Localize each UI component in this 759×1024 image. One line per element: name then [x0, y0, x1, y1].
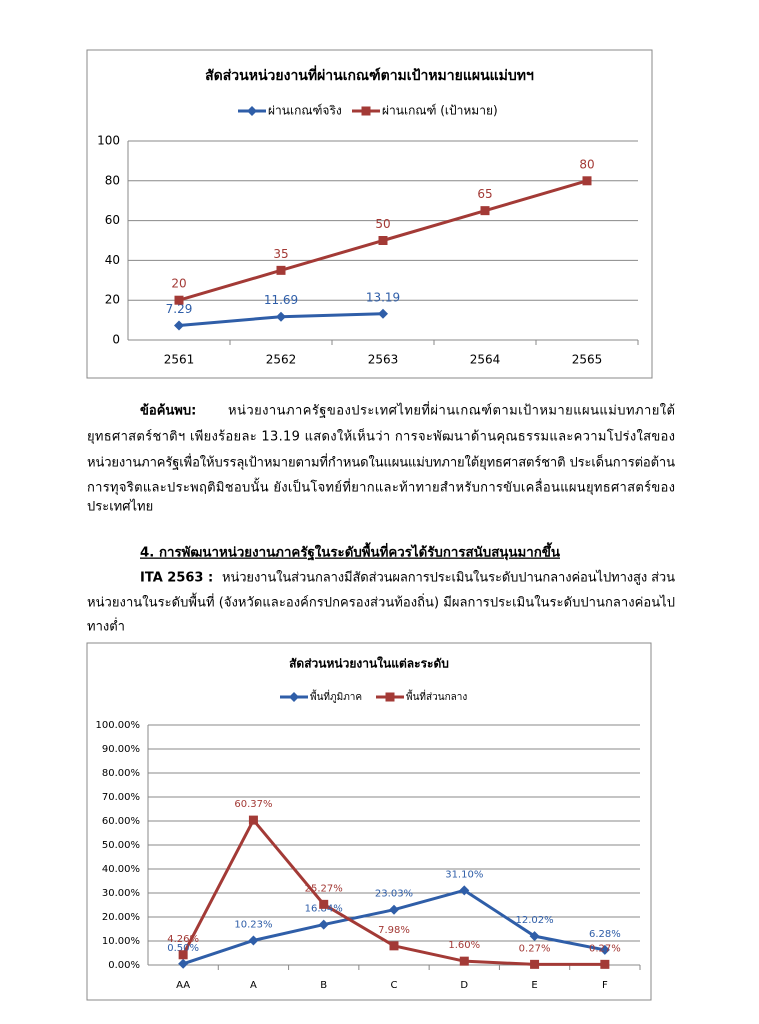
data-label: 0.27%	[589, 943, 621, 954]
y-tick-label: 40	[105, 253, 120, 267]
marker	[378, 308, 388, 319]
y-tick-label: 0	[112, 333, 120, 347]
y-tick-label: 50.00%	[102, 840, 140, 851]
marker	[459, 885, 470, 896]
data-label: 7.29	[166, 302, 193, 316]
marker	[276, 311, 286, 322]
marker	[529, 931, 540, 942]
marker	[248, 935, 259, 946]
paragraph-line: หน่วยงานภาครัฐของประเทศไทยที่ผ่านเกณฑ์ตา…	[228, 402, 675, 419]
data-label: 1.60%	[448, 940, 480, 951]
data-label: 16.84%	[305, 904, 343, 915]
marker	[289, 692, 299, 702]
data-label: 6.28%	[589, 929, 621, 940]
paragraph-line: หน่วยงานในส่วนกลางมีสัดส่วนผลการประเมินใ…	[222, 570, 675, 586]
x-tick-label: AA	[176, 980, 190, 991]
marker	[385, 692, 395, 702]
y-tick-label: 100.00%	[96, 720, 141, 731]
marker	[247, 106, 257, 116]
chart-frame	[86, 49, 653, 379]
x-tick-label: E	[531, 980, 537, 991]
y-tick-label: 10.00%	[102, 936, 140, 947]
x-tick-label: D	[460, 980, 468, 991]
marker	[459, 956, 469, 966]
legend-label: ผ่านเกณฑ์ (เป้าหมาย)	[382, 104, 498, 118]
x-tick-label: 2563	[368, 353, 399, 367]
x-tick-label: C	[391, 980, 398, 991]
marker	[174, 295, 184, 305]
data-label: 0.50%	[167, 943, 199, 954]
x-tick-label: 2562	[266, 353, 297, 367]
data-label: 12.02%	[516, 915, 554, 926]
data-label: 4.26%	[167, 934, 199, 945]
paragraph-line: หน่วยงานภาครัฐเพื่อให้บรรลุเป้าหมายตามที…	[87, 453, 675, 471]
data-label: 31.10%	[445, 869, 483, 880]
data-label: 7.98%	[378, 925, 410, 936]
data-label: 80	[579, 157, 594, 171]
x-tick-label: F	[602, 980, 608, 991]
marker	[480, 206, 490, 216]
data-label: 60.37%	[234, 799, 272, 810]
paragraph-line: ประเทศไทย	[87, 499, 153, 515]
marker	[318, 919, 329, 930]
marker	[178, 950, 188, 960]
marker	[389, 941, 399, 951]
chart-title: สัดส่วนหน่วยงานในแต่ละระดับ	[289, 656, 449, 671]
ita-label: ITA 2563 :	[140, 571, 213, 586]
finding-label: ข้อค้นพบ:	[140, 403, 196, 419]
data-label: 35	[273, 247, 288, 261]
data-label: 0.27%	[519, 943, 551, 954]
marker	[378, 236, 388, 245]
marker	[389, 904, 399, 915]
y-tick-label: 80	[105, 173, 120, 187]
legend-label: พื้นที่ส่วนกลาง	[406, 689, 467, 703]
x-tick-label: 2564	[470, 353, 501, 367]
y-tick-label: 80.00%	[102, 768, 140, 779]
y-tick-label: 90.00%	[102, 744, 140, 755]
data-label: 20	[171, 277, 186, 291]
data-label: 10.23%	[234, 919, 272, 930]
marker	[319, 899, 329, 909]
marker	[248, 815, 258, 825]
x-tick-label: B	[320, 980, 327, 991]
legend-label: ผ่านเกณฑ์จริง	[268, 104, 342, 118]
y-tick-label: 70.00%	[102, 792, 140, 803]
paragraph-line: ทางต่ำ	[87, 618, 125, 635]
y-tick-label: 60.00%	[102, 816, 140, 827]
y-tick-label: 30.00%	[102, 888, 140, 899]
y-tick-label: 20.00%	[102, 912, 140, 923]
marker	[530, 959, 540, 969]
marker	[599, 944, 610, 955]
y-tick-label: 60	[105, 213, 120, 227]
y-tick-label: 100	[97, 134, 120, 148]
marker	[582, 176, 592, 186]
x-tick-label: A	[250, 980, 257, 991]
y-tick-label: 20	[105, 293, 120, 307]
y-tick-label: 0.00%	[108, 960, 140, 971]
paragraph-line: หน่วยงานในระดับพื้นที่ (จังหวัดและองค์กร…	[87, 593, 675, 611]
marker	[276, 265, 286, 275]
data-label: 25.27%	[305, 883, 343, 894]
marker	[178, 958, 189, 969]
marker	[174, 320, 184, 331]
data-label: 65	[477, 187, 492, 201]
x-tick-label: 2561	[164, 353, 195, 367]
data-label: 50	[375, 217, 390, 231]
section-heading: 4. การพัฒนาหน่วยงานภาครัฐในระดับพื้นที่ค…	[140, 542, 560, 562]
chart-title: สัดส่วนหน่วยงานที่ผ่านเกณฑ์ตามเป้าหมายแผ…	[205, 65, 534, 84]
legend-label: พื้นที่ภูมิภาค	[310, 689, 362, 703]
paragraph-line: การทุจริตและประพฤติมิชอบนั้น ยังเป็นโจทย…	[87, 478, 675, 496]
data-label: 11.69	[264, 293, 298, 307]
x-tick-label: 2565	[572, 353, 603, 367]
marker	[361, 106, 371, 116]
data-label: 13.19	[366, 290, 400, 304]
data-label: 23.03%	[375, 889, 413, 900]
marker	[600, 959, 610, 969]
paragraph-line: ยุทธศาสตร์ชาติฯ เพียงร้อยละ 13.19 แสดงให…	[87, 427, 675, 445]
y-tick-label: 40.00%	[102, 864, 140, 875]
